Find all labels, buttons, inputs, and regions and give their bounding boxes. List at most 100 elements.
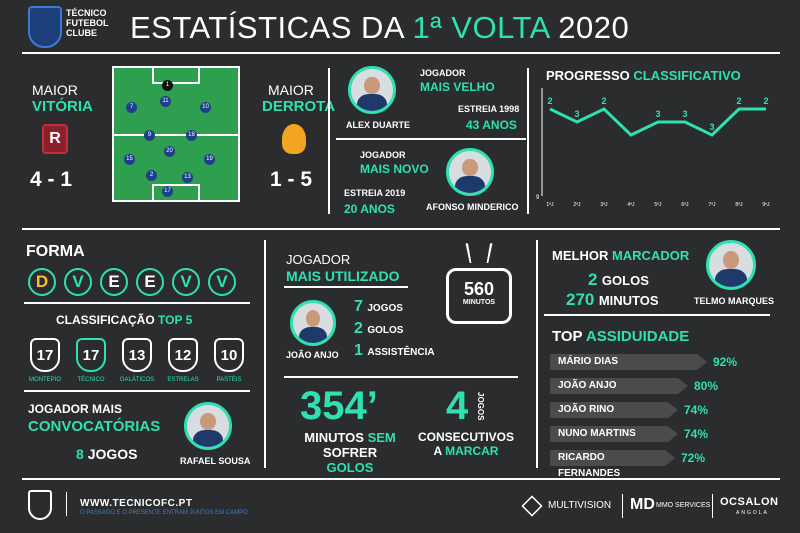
attendance-percent: 80% (694, 379, 719, 393)
progress-title-a: PROGRESSO (546, 68, 634, 83)
chart-data-label: 2 (601, 96, 606, 106)
top5-team-points: 17 (30, 338, 60, 372)
scorer-name: TELMO MARQUES (694, 296, 774, 306)
scorer-goals-value: 2 (588, 270, 598, 289)
attendance-percent: 74% (684, 403, 709, 417)
oldest-label: JOGADOR (420, 68, 466, 78)
callups-unit: JOGOS (87, 446, 138, 462)
scorer-minutes: 270 MINUTOS (566, 290, 659, 310)
scorer-title: MELHOR MARCADOR (552, 248, 689, 263)
top5-team-points: 17 (76, 338, 106, 372)
chart-x-tick: 5ªJ (654, 202, 662, 208)
scoring-l1: CONSECUTIVOS (417, 430, 514, 444)
telmo-marques-photo (706, 240, 756, 290)
goals-unit: GOLOS (367, 325, 404, 336)
attendance-bar: MÁRIO DIAS (550, 354, 707, 370)
top5-title-a: CLASSIFICAÇÃO (56, 313, 158, 327)
progress-title: PROGRESSO CLASSIFICATIVO (546, 68, 741, 83)
games-value: 7 (354, 298, 363, 315)
progress-chart: 9 2 1ªJ 3 2ªJ 2 3ªJ 4ªJ 3 5ªJ 3 6ªJ 3 7ªJ 2 8ªJ 2 9ªJ (536, 88, 770, 208)
lineup-player: 20 (164, 146, 175, 157)
afonso-minderico-photo (446, 148, 494, 196)
opponent-crest-win: R (42, 124, 68, 154)
scorer-minutes-value: 270 (566, 290, 595, 309)
attendance-title-b: ASSIDUIDADE (585, 328, 690, 345)
top5-title-b: TOP 5 (158, 313, 193, 327)
club-name: TÉCNICO FUTEBOL CLUBE (66, 8, 109, 38)
club-logo (28, 6, 62, 48)
games-unit: JOGOS (367, 303, 403, 314)
assists-stat: 1 ASSISTÊNCIA (354, 342, 435, 360)
games-stat: 7 JOGOS (354, 298, 403, 316)
lineup-player: 17 (162, 186, 173, 197)
multivision-logo-icon (521, 495, 543, 517)
chart-x-tick: 8ªJ (735, 202, 743, 208)
chart-x-tick: 9ªJ (762, 202, 770, 208)
top5-team-name: GALÁTICOS (119, 377, 155, 383)
youngest-title: MAIS NOVO (360, 162, 429, 176)
attendance-percent: 72% (681, 451, 706, 465)
footer-tagline: O PASSADO E O PRESENTE ENTRAM JUNTOS EM … (80, 510, 248, 516)
youngest-debut: ESTREIA 2019 (344, 188, 406, 198)
title-part-c: 2020 (549, 10, 630, 45)
page-title: ESTATÍSTICAS DA 1ª VOLTA 2020 (130, 10, 629, 46)
attendance-bar: NUNO MARTINS (550, 426, 678, 442)
top5-title: CLASSIFICAÇÃO TOP 5 (56, 313, 192, 327)
chart-data-label: 3 (655, 109, 660, 119)
top5-team-points: 13 (122, 338, 152, 372)
chart-data-label: 2 (763, 96, 768, 106)
chart-series-line (549, 107, 766, 137)
scorer-title-a: MELHOR (552, 248, 612, 263)
clean-l2b: GOLOS (326, 460, 374, 475)
chart-x-tick: 3ªJ (600, 202, 608, 208)
lineup-player: 15 (124, 154, 135, 165)
scoring-l2a: A (433, 444, 446, 458)
club-name-line3: CLUBE (66, 28, 97, 38)
title-part-a: ESTATÍSTICAS DA (130, 10, 413, 45)
top5-team-name: PASTÉIS (216, 377, 242, 383)
chart-data-label: 3 (574, 109, 579, 119)
clean-l2a: SOFRER (322, 445, 378, 460)
chart-y-axis-label: 9 (536, 195, 540, 201)
most-used-label: JOGADOR (286, 252, 351, 267)
form-result: V (172, 268, 200, 296)
oldest-title: MAIS VELHO (420, 80, 495, 94)
attendance-title: TOP ASSIDUIDADE (552, 328, 689, 345)
biggest-loss-label: MAIOR (268, 82, 314, 98)
lineup-player: 9 (144, 130, 155, 141)
youngest-player-name: AFONSO MINDERICO (426, 202, 519, 212)
biggest-loss-title: DERROTA (262, 98, 336, 115)
biggest-win-label: MAIOR (32, 82, 78, 98)
biggest-win-title: VITÓRIA (32, 98, 93, 115)
alex-duarte-photo (348, 66, 396, 114)
scoring-streak-unit: JOGOS (476, 392, 485, 421)
chart-data-label: 2 (736, 96, 741, 106)
title-part-b: 1ª VOLTA (412, 10, 550, 45)
scorer-goals-unit: GOLOS (601, 273, 649, 288)
attendance-percent: 92% (713, 355, 738, 369)
top5-team-name: MONTEPIO (28, 377, 61, 383)
scorer-minutes-unit: MINUTOS (598, 293, 659, 308)
attendance-bar: JOÃO RINO (550, 402, 678, 418)
lineup-player: 18 (186, 130, 197, 141)
club-name-line1: TÉCNICO (66, 8, 107, 18)
form-result: V (64, 268, 92, 296)
most-used-title: MAIS UTILIZADO (286, 268, 400, 284)
scorer-title-b: MARCADOR (611, 248, 690, 263)
tv-minutes: 560 MINUTOS (446, 268, 512, 324)
youngest-label: JOGADOR (360, 150, 406, 160)
clean-minutes-label: MINUTOS SEM SOFRER GOLOS (300, 430, 400, 475)
oldest-age: 43 ANOS (466, 118, 517, 132)
callups-player-name: RAFAEL SOUSA (180, 456, 251, 466)
youngest-age: 20 ANOS (344, 202, 395, 216)
rafael-sousa-photo (184, 402, 232, 450)
clean-l1b: SEM (367, 430, 396, 445)
top5-team-points: 12 (168, 338, 198, 372)
footer-website[interactable]: WWW.TECNICOFC.PT (80, 498, 193, 509)
callups-title: CONVOCATÓRIAS (28, 418, 161, 435)
lineup-player: 1 (162, 80, 173, 91)
biggest-win-score: 4 - 1 (30, 168, 73, 191)
sponsor-ocsalon-sub: ANGOLA (736, 510, 769, 516)
form-result: D (28, 268, 56, 296)
chart-x-tick: 2ªJ (573, 202, 581, 208)
